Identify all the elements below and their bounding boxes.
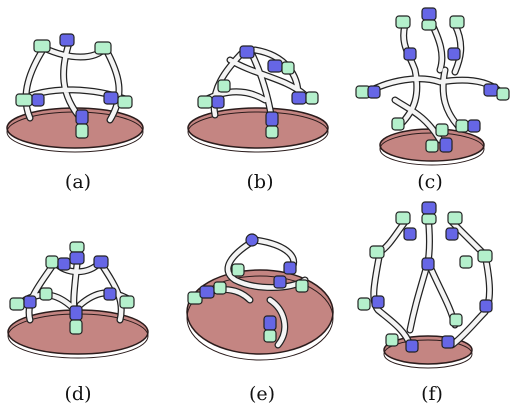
panel-label-d: (d) <box>65 383 92 405</box>
base-plate-rim <box>186 275 334 361</box>
tube-links <box>196 236 309 349</box>
panel-e: (e) <box>186 233 334 405</box>
joint-actuators <box>197 45 319 139</box>
panel-label-a: (a) <box>65 171 91 193</box>
panel-a: (a) <box>6 33 144 193</box>
tube-links <box>370 211 493 349</box>
base-plate <box>186 269 334 355</box>
base-plate-rim <box>187 111 329 153</box>
joint-actuators <box>9 241 135 335</box>
joint-actuators <box>187 233 309 343</box>
base-plate-rim <box>383 339 473 369</box>
tube-links <box>16 36 132 124</box>
panel-f: (f) <box>357 201 493 405</box>
panel-label-f: (f) <box>421 383 443 405</box>
panel-d: (d) <box>7 241 149 405</box>
joint-actuators <box>15 33 133 139</box>
panel-label-b: (b) <box>247 171 274 193</box>
panel-label-e: (e) <box>249 383 275 405</box>
joint-actuators <box>357 201 493 353</box>
panel-c: (c) <box>355 7 510 193</box>
base-plate <box>187 107 329 149</box>
joint-actuators <box>355 7 510 153</box>
panel-label-c: (c) <box>417 171 442 193</box>
panel-b: (b) <box>187 45 329 193</box>
